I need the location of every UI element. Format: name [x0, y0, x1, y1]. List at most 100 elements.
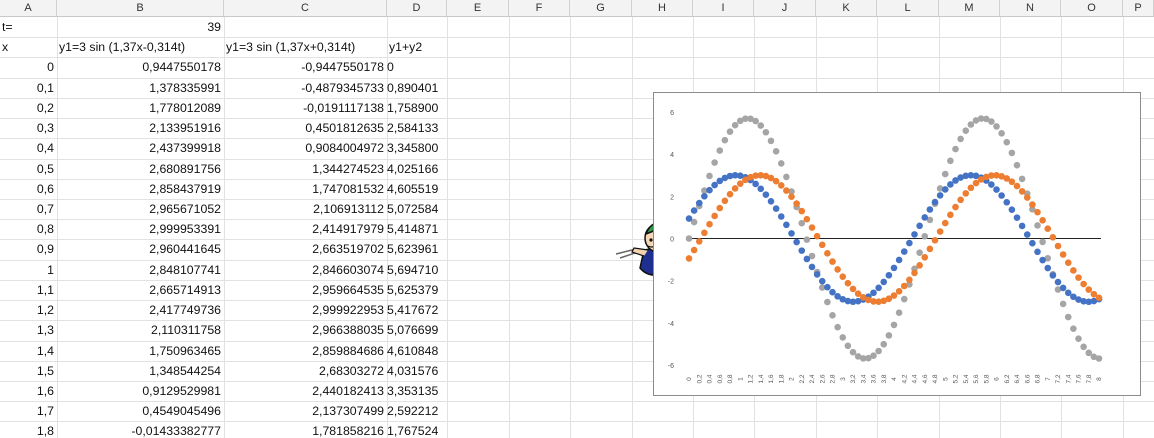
- cell-a17[interactable]: 1,4: [36, 343, 54, 358]
- cell-a1[interactable]: t=: [2, 20, 13, 34]
- cell-d10[interactable]: 5,072584: [387, 201, 439, 216]
- cell-d13[interactable]: 5,694710: [387, 262, 439, 277]
- cell-b5[interactable]: 1,778012089: [149, 100, 221, 115]
- cell-b16[interactable]: 2,110311758: [151, 323, 221, 338]
- cell-c5[interactable]: -0,0191117138: [303, 100, 384, 115]
- cell-a8[interactable]: 0,5: [36, 161, 54, 176]
- cell-c21[interactable]: 1,781858216: [312, 424, 384, 438]
- cell-a2[interactable]: x: [2, 40, 9, 55]
- column-header-c[interactable]: C: [224, 0, 387, 16]
- column-header-j[interactable]: J: [754, 0, 816, 16]
- cell-a10[interactable]: 0,7: [36, 201, 54, 216]
- column-header-b[interactable]: B: [57, 0, 224, 16]
- cell-b11[interactable]: 2,999953391: [149, 222, 221, 237]
- cell-a11[interactable]: 0,8: [36, 222, 54, 237]
- cell-c3[interactable]: -0,9447550178: [301, 60, 384, 75]
- cell-b10[interactable]: 2,965671052: [149, 201, 221, 216]
- cell-b1[interactable]: 39: [207, 20, 221, 34]
- cell-d7[interactable]: 3,345800: [387, 141, 439, 156]
- cell-a18[interactable]: 1,5: [36, 363, 54, 378]
- cell-d5[interactable]: 1,758900: [387, 100, 439, 115]
- cell-a3[interactable]: 0: [47, 60, 54, 75]
- column-header-o[interactable]: O: [1061, 0, 1123, 16]
- cell-b7[interactable]: 2,437399918: [149, 141, 221, 156]
- cell-a20[interactable]: 1,7: [36, 404, 54, 419]
- column-header-k[interactable]: K: [816, 0, 877, 16]
- column-header-f[interactable]: F: [509, 0, 570, 16]
- cell-d14[interactable]: 5,625379: [387, 282, 439, 297]
- wave-chart[interactable]: 6 4 2 0 -2 -4 -6 0 0,2 0,4 0,6 0,8 1 1,2 1,4 1,6 1,8 2 2,2…: [653, 92, 1141, 396]
- cell-c8[interactable]: 1,344274523: [312, 161, 384, 176]
- cell-c19[interactable]: 2,440182413: [312, 383, 384, 398]
- cell-b3[interactable]: 0,9447550178: [142, 60, 221, 75]
- cell-c2[interactable]: y1=3 sin (1,37x+0,314t): [226, 40, 356, 55]
- cell-d19[interactable]: 3,353135: [387, 383, 439, 398]
- cell-d17[interactable]: 4,610848: [387, 343, 439, 358]
- cell-a19[interactable]: 1,6: [36, 383, 54, 398]
- cell-a13[interactable]: 1: [47, 262, 54, 277]
- column-header-i[interactable]: I: [693, 0, 754, 16]
- cell-c12[interactable]: 2,663519702: [312, 242, 384, 257]
- cell-c16[interactable]: 2,966388035: [312, 323, 384, 338]
- cell-c11[interactable]: 2,414917979: [312, 222, 384, 237]
- column-header-h[interactable]: H: [632, 0, 693, 16]
- column-header-p[interactable]: P: [1123, 0, 1154, 16]
- cell-d4[interactable]: 0,890401: [387, 80, 439, 95]
- cell-d6[interactable]: 2,584133: [387, 121, 439, 136]
- cell-d11[interactable]: 5,414871: [387, 222, 439, 237]
- column-header-a[interactable]: A: [0, 0, 57, 16]
- cell-b12[interactable]: 2,960441645: [149, 242, 221, 257]
- cell-c18[interactable]: 2,68303272: [319, 363, 384, 378]
- cell-c4[interactable]: -0,4879345733: [301, 80, 384, 95]
- cell-b2[interactable]: y1=3 sin (1,37x-0,314t): [59, 40, 186, 55]
- cell-d3[interactable]: 0: [387, 60, 394, 75]
- cell-b20[interactable]: 0,4549045496: [142, 404, 221, 419]
- cell-c7[interactable]: 0,9084004972: [305, 141, 384, 156]
- cell-d18[interactable]: 4,031576: [387, 363, 439, 378]
- cell-d12[interactable]: 5,623961: [387, 242, 439, 257]
- cell-a7[interactable]: 0,4: [36, 141, 54, 156]
- cell-b14[interactable]: 2,665714913: [149, 282, 221, 297]
- cell-a5[interactable]: 0,2: [36, 100, 54, 115]
- cell-b18[interactable]: 1,348544254: [149, 363, 221, 378]
- cell-d21[interactable]: 1,767524: [387, 424, 439, 438]
- cell-b4[interactable]: 1,378335991: [149, 80, 221, 95]
- cell-c9[interactable]: 1,747081532: [312, 181, 384, 196]
- column-header-l[interactable]: L: [877, 0, 939, 16]
- cell-a21[interactable]: 1,8: [36, 424, 54, 438]
- cell-c15[interactable]: 2,999922953: [312, 303, 384, 318]
- cell-c10[interactable]: 2,106913112: [313, 201, 384, 216]
- cell-d8[interactable]: 4,025166: [387, 161, 439, 176]
- column-header-d[interactable]: D: [387, 0, 447, 16]
- cell-d2[interactable]: y1+y2: [389, 40, 423, 55]
- column-header-g[interactable]: G: [570, 0, 632, 16]
- cell-a4[interactable]: 0,1: [36, 80, 54, 95]
- cell-a6[interactable]: 0,3: [36, 121, 54, 136]
- cell-b13[interactable]: 2,848107741: [149, 262, 221, 277]
- column-header-n[interactable]: N: [1000, 0, 1061, 16]
- cell-c14[interactable]: 2,959664535: [312, 282, 384, 297]
- cell-b6[interactable]: 2,133951916: [149, 121, 221, 136]
- cell-a15[interactable]: 1,2: [36, 303, 54, 318]
- cell-b15[interactable]: 2,417749736: [149, 303, 221, 318]
- cell-b17[interactable]: 1,750963465: [149, 343, 221, 358]
- gridline-horizontal: [0, 320, 1154, 322]
- cell-d16[interactable]: 5,076699: [387, 323, 439, 338]
- cell-a9[interactable]: 0,6: [36, 181, 54, 196]
- cell-d9[interactable]: 4,605519: [387, 181, 439, 196]
- cell-d15[interactable]: 5,417672: [387, 303, 439, 318]
- cell-c20[interactable]: 2,137307499: [312, 404, 384, 419]
- cell-b9[interactable]: 2,858437919: [149, 181, 221, 196]
- cell-a16[interactable]: 1,3: [36, 323, 54, 338]
- cell-d20[interactable]: 2,592212: [387, 404, 439, 419]
- cell-c6[interactable]: 0,4501812635: [305, 121, 384, 136]
- cell-c13[interactable]: 2,846603074: [312, 262, 384, 277]
- column-header-m[interactable]: M: [939, 0, 1000, 16]
- cell-a14[interactable]: 1,1: [36, 282, 54, 297]
- cell-a12[interactable]: 0,9: [36, 242, 54, 257]
- cell-b8[interactable]: 2,680891756: [149, 161, 221, 176]
- cell-b19[interactable]: 0,9129529981: [142, 383, 221, 398]
- cell-c17[interactable]: 2,859884686: [312, 343, 384, 358]
- column-header-e[interactable]: E: [447, 0, 509, 16]
- cell-b21[interactable]: -0,01433382777: [131, 424, 221, 438]
